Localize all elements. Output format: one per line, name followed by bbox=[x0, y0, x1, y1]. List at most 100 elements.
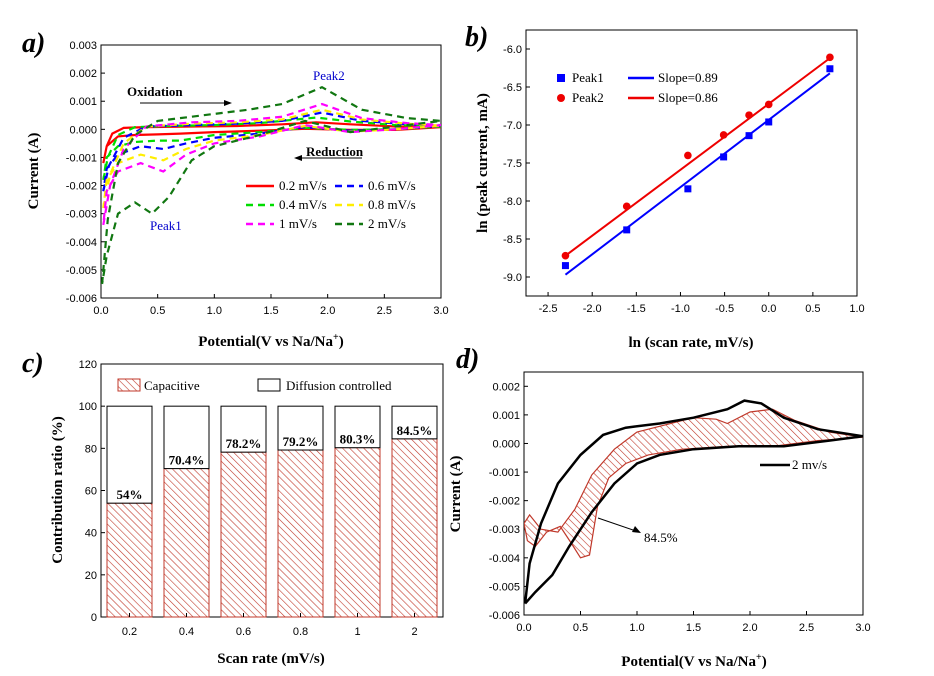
bar-data-label: 70.4% bbox=[169, 453, 205, 468]
point-peak2 bbox=[719, 131, 728, 139]
panel-c-xtick-label: 1 bbox=[354, 626, 360, 638]
panel-c-ytick-label: 20 bbox=[85, 570, 97, 582]
panel-a-ytick-label: -0.005 bbox=[66, 265, 97, 277]
panel-d-xtick-label: 0.5 bbox=[573, 622, 588, 634]
panel-d-xlabel: Potential(V vs Na/Na+) bbox=[621, 652, 766, 670]
reduction-label: Reduction bbox=[306, 144, 364, 159]
panel-a-legend-label: 0.2 mV/s bbox=[279, 178, 327, 193]
panel-a-ytick-label: -0.003 bbox=[66, 209, 97, 221]
oxidation-label: Oxidation bbox=[127, 84, 183, 99]
panel-d-capacitive-area: 0.0 0.5 1.0 1.5 2.0 2.5 3.0 -0.006 -0.005 -0.004 -… bbox=[448, 371, 871, 670]
panel-d-ytick-label: -0.001 bbox=[489, 467, 520, 479]
bar-capacitive bbox=[391, 438, 438, 618]
legend-marker-peak1 bbox=[557, 74, 565, 82]
panel-a-legend-label: 0.4 mV/s bbox=[279, 197, 327, 212]
percent-annotation: 84.5% bbox=[644, 530, 678, 545]
panel-d-letter: d) bbox=[456, 344, 479, 375]
panel-a-cv-curves: 0.0 0.5 1.0 1.5 2.0 2.5 3.0 -0.006 -0.005 -0.004 -… bbox=[26, 40, 449, 350]
panel-b-xtick-label: 0.0 bbox=[761, 303, 776, 315]
panel-a-ytick-label: 0.003 bbox=[69, 40, 97, 52]
legend-capacitive-label: Capacitive bbox=[144, 378, 200, 393]
panel-a-legend-label: 0.6 mV/s bbox=[368, 178, 416, 193]
panel-d-frame bbox=[523, 371, 864, 616]
bar-capacitive bbox=[334, 447, 381, 618]
panel-d-xtick-label: 0.0 bbox=[516, 622, 531, 634]
panel-a-ytick-label: -0.001 bbox=[66, 152, 97, 164]
panel-b-xtick-label: 0.5 bbox=[805, 303, 820, 315]
bar-diffusion bbox=[391, 405, 438, 440]
point-peak2 bbox=[826, 53, 834, 62]
panel-b-xtick-label: 1.0 bbox=[849, 303, 864, 315]
legend-slope-label: Slope=0.86 bbox=[658, 90, 718, 105]
fit-line-peak2 bbox=[564, 57, 831, 257]
panel-b-ytick-label: -8.5 bbox=[503, 234, 522, 246]
panel-d-ytick-label: -0.005 bbox=[489, 581, 520, 593]
panel-a-letter: a) bbox=[22, 28, 45, 59]
panel-b-xlabel: ln (scan rate, mV/s) bbox=[629, 335, 754, 351]
legend-label-peak1: Peak1 bbox=[572, 70, 604, 85]
point-peak2 bbox=[622, 202, 631, 211]
point-peak1 bbox=[623, 226, 631, 234]
legend-diffusion-label: Diffusion controlled bbox=[286, 378, 392, 393]
bar-capacitive bbox=[220, 451, 267, 618]
bar-data-label: 54% bbox=[117, 487, 143, 502]
panel-a-xtick-label: 1.0 bbox=[207, 305, 222, 317]
panel-a-legend-label: 2 mV/s bbox=[368, 216, 406, 231]
bar-diffusion bbox=[106, 405, 153, 504]
panel-a-ytick-label: -0.002 bbox=[66, 181, 97, 193]
point-peak1 bbox=[765, 118, 773, 126]
oxidation-arrowhead bbox=[224, 100, 232, 106]
point-peak2 bbox=[684, 151, 692, 160]
fit-line-peak1 bbox=[564, 72, 831, 276]
bar-data-label: 78.2% bbox=[226, 436, 262, 451]
legend-capacitive-swatch bbox=[117, 378, 141, 392]
bar-diffusion bbox=[163, 405, 210, 470]
legend-slope-label: Slope=0.89 bbox=[658, 70, 718, 85]
point-peak2 bbox=[764, 100, 773, 109]
capacitive-area bbox=[524, 408, 863, 559]
panel-c-xlabel: Scan rate (mV/s) bbox=[217, 651, 324, 667]
panel-d-ytick-label: 0.001 bbox=[492, 410, 520, 422]
cv-curve-2-mv-s bbox=[101, 85, 441, 285]
point-peak1 bbox=[684, 185, 692, 193]
panel-c-ylabel: Contribution ratio (%) bbox=[50, 416, 66, 564]
bar-data-label: 79.2% bbox=[283, 434, 319, 449]
point-peak1 bbox=[745, 132, 753, 140]
reduction-arrowhead bbox=[294, 155, 302, 161]
panel-b-ln-plot: -2.5 -2.0 -1.5 -1.0 -0.5 0.0 0.5 1.0 -9.0 -8.5 -8.… bbox=[475, 29, 865, 351]
bar-diffusion bbox=[334, 405, 381, 449]
panel-c-ytick-label: 120 bbox=[79, 359, 97, 371]
panel-c-letter: c) bbox=[22, 348, 44, 379]
panel-a-ytick-label: -0.006 bbox=[66, 293, 97, 305]
panel-d-xtick-label: 1.0 bbox=[629, 622, 644, 634]
legend-diffusion-swatch bbox=[257, 378, 281, 392]
peak2-label: Peak2 bbox=[313, 68, 345, 83]
panel-b-letter: b) bbox=[465, 22, 488, 53]
bar-capacitive bbox=[106, 502, 153, 618]
panel-c-ytick-label: 80 bbox=[85, 443, 97, 455]
panel-d-ytick-label: -0.006 bbox=[489, 610, 520, 622]
panel-b-ytick-label: -8.0 bbox=[503, 196, 522, 208]
panel-b-ytick-label: -7.5 bbox=[503, 158, 522, 170]
cv-curve-0-2-mv-s bbox=[102, 121, 441, 164]
panel-d-ytick-label: 0.002 bbox=[492, 381, 520, 393]
panel-a-xtick-label: 0.5 bbox=[150, 305, 165, 317]
point-peak2 bbox=[561, 251, 570, 260]
panel-a-ytick-label: 0.000 bbox=[69, 124, 97, 136]
legend-marker-peak2 bbox=[557, 94, 565, 102]
percent-arrowhead bbox=[632, 526, 641, 533]
panel-a-xtick-label: 1.5 bbox=[263, 305, 278, 317]
panel-b-ytick-label: -6.5 bbox=[503, 82, 522, 94]
panel-b-ytick-label: -6.0 bbox=[503, 44, 522, 56]
bar-diffusion bbox=[277, 405, 324, 451]
legend-2mvs-label: 2 mv/s bbox=[792, 457, 827, 472]
point-peak1 bbox=[720, 153, 728, 161]
panel-a-xlabel: Potential(V vs Na/Na+) bbox=[198, 332, 343, 350]
panel-c-ytick-label: 0 bbox=[91, 612, 97, 624]
panel-d-xtick-label: 2.5 bbox=[799, 622, 814, 634]
panel-d-xtick-label: 1.5 bbox=[686, 622, 701, 634]
panel-d-ylabel: Current (A) bbox=[448, 456, 464, 533]
panel-d-ytick-label: -0.004 bbox=[489, 553, 520, 565]
panel-a-xtick-label: 0.0 bbox=[93, 305, 108, 317]
